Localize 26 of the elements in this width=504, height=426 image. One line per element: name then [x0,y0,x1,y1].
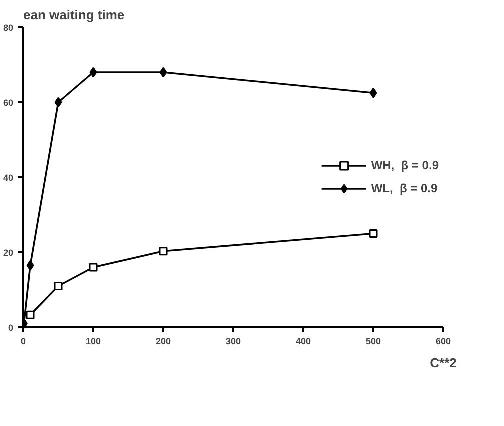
point [54,282,63,290]
x-tick-label: 100 [86,336,102,346]
point [160,67,168,78]
x-tick-label: 200 [156,336,172,346]
x-tick-label: 0 [20,336,26,346]
y-tick-label: 60 [3,98,14,108]
point [26,260,34,271]
y-tick-label: 40 [3,173,14,183]
y-tick-label: 0 [8,323,14,333]
point [370,88,378,98]
point [54,97,62,108]
x-axis-title: C**2 [430,356,457,370]
legend-label: WL, β = 0.9 [371,182,438,196]
y-tick-label: 80 [3,23,14,33]
point [369,230,378,238]
x-tick-label: 600 [436,336,452,346]
x-tick-label: 500 [366,336,382,346]
point [89,263,98,272]
y-axis-title: ean waiting time [24,8,125,22]
point [159,247,168,256]
point [26,310,35,320]
y-tick-label: 20 [3,248,14,258]
x-tick-label: 400 [296,336,312,346]
x-tick-label: 300 [226,336,242,346]
legend-label: WH, β = 0.9 [371,158,439,172]
point [90,67,98,78]
